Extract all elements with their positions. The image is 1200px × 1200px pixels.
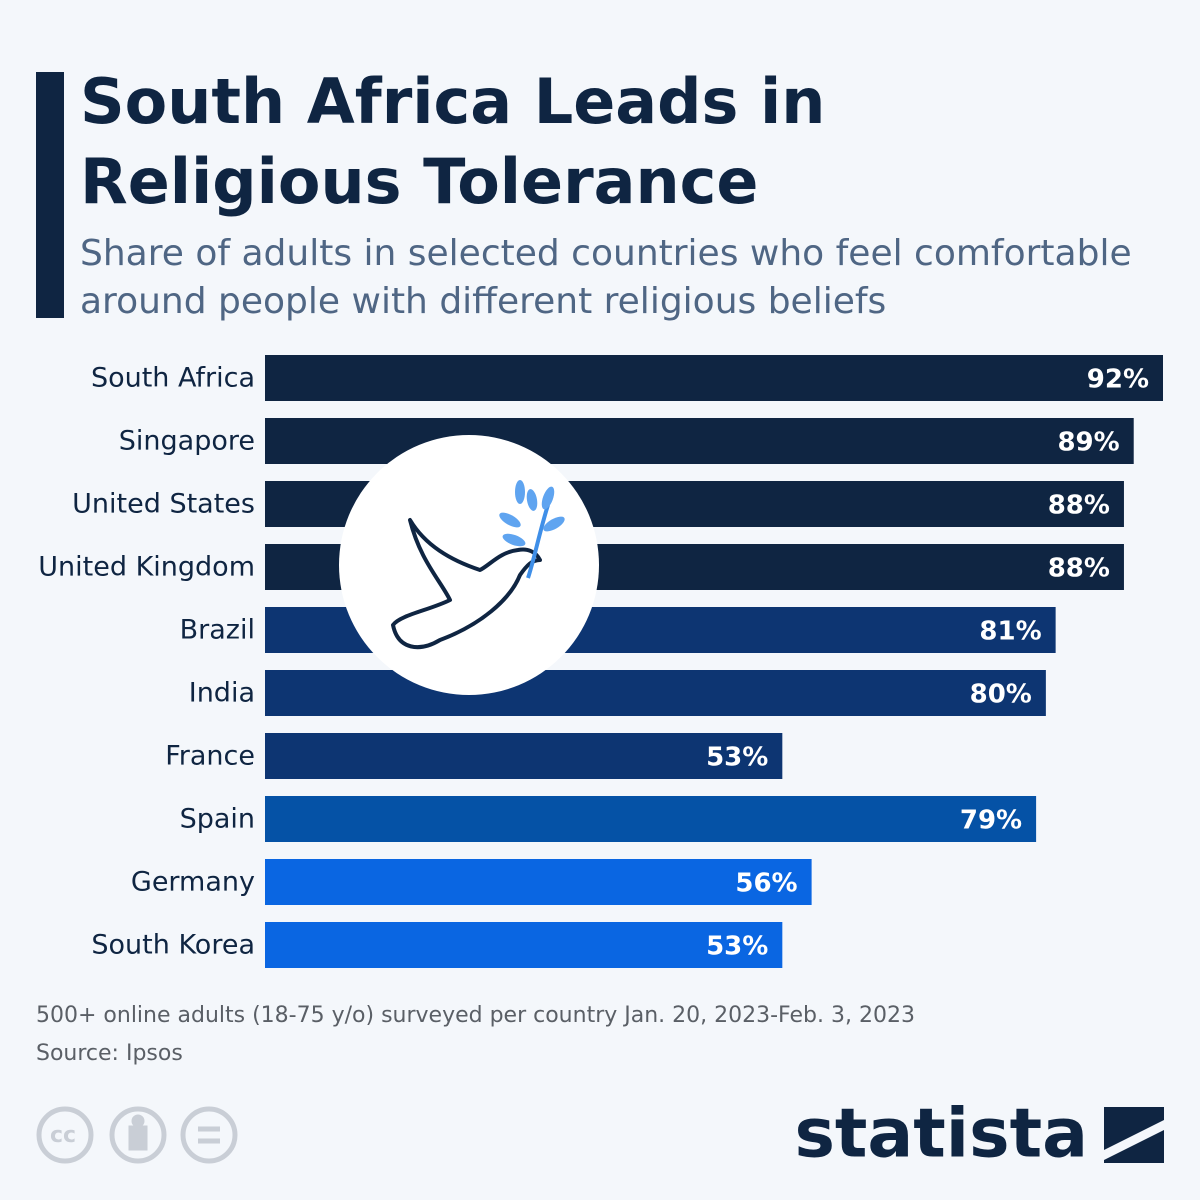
bar: [265, 418, 1134, 464]
brand-logo: statista: [794, 1095, 1088, 1174]
value-label: 88%: [1048, 554, 1110, 584]
value-label: 81%: [979, 617, 1041, 647]
value-label: 92%: [1087, 365, 1149, 395]
category-label: United States: [72, 489, 255, 520]
value-label: 56%: [735, 869, 797, 899]
chart-subtitle: Share of adults in selected countries wh…: [80, 233, 1132, 322]
bar: [265, 670, 1046, 716]
dove-icon: [339, 435, 599, 695]
brand-icon: [1104, 1107, 1164, 1163]
value-label: 80%: [970, 680, 1032, 710]
value-label: 79%: [960, 806, 1022, 836]
cc-mark: cc: [50, 1123, 76, 1148]
chart-title: South Africa Leads in Religious Toleranc…: [80, 65, 826, 218]
source: Source: Ipsos: [36, 1041, 183, 1066]
bar: [265, 922, 783, 968]
bars: South Africa 92% Singapore 89% United States…: [38, 355, 1163, 968]
category-label: United Kingdom: [38, 552, 255, 583]
note: 500+ online adults (18-75 y/o) surveyed …: [36, 1003, 915, 1028]
category-label: Brazil: [180, 615, 255, 646]
accent-bar: [36, 72, 64, 318]
bar: [265, 796, 1037, 842]
value-label: 53%: [706, 932, 768, 962]
category-label: South Africa: [91, 363, 255, 394]
category-label: Germany: [131, 867, 255, 898]
category-label: India: [189, 678, 255, 709]
bar: [265, 355, 1163, 401]
value-label: 89%: [1057, 428, 1119, 458]
bar: [265, 859, 812, 905]
category-label: France: [165, 741, 255, 772]
category-label: Spain: [180, 804, 255, 835]
license-icons: [36, 1106, 238, 1164]
value-label: 53%: [706, 743, 768, 773]
category-label: South Korea: [91, 930, 255, 961]
category-label: Singapore: [119, 426, 255, 457]
value-label: 88%: [1048, 491, 1110, 521]
bar: [265, 733, 783, 779]
